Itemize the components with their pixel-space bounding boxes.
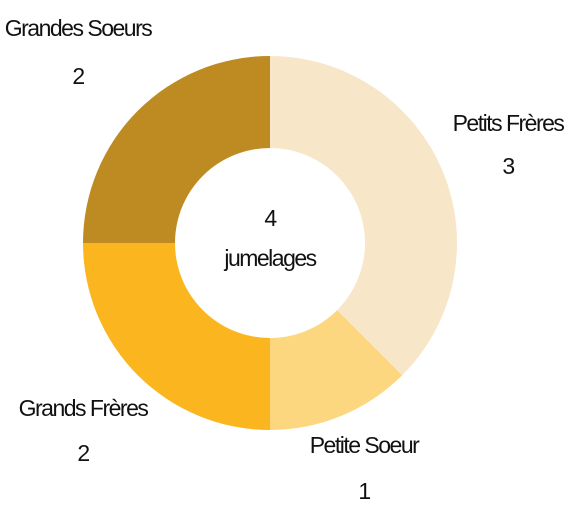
category-label: Grands Frères bbox=[19, 395, 149, 421]
center-label: jumelages bbox=[223, 245, 316, 271]
value-label: 2 bbox=[77, 440, 89, 466]
wedges bbox=[83, 56, 457, 430]
value-label: 1 bbox=[358, 478, 370, 504]
wedge bbox=[270, 56, 457, 376]
center-value: 4 bbox=[264, 205, 277, 231]
value-label: 2 bbox=[72, 63, 84, 89]
category-label: Grandes Soeurs bbox=[5, 15, 152, 41]
wedge bbox=[270, 310, 403, 430]
category-label: Petite Soeur bbox=[310, 432, 420, 458]
category-label: Petits Frères bbox=[453, 110, 565, 136]
value-label: 3 bbox=[502, 153, 514, 179]
wedge bbox=[83, 243, 270, 430]
wedge bbox=[83, 56, 270, 243]
